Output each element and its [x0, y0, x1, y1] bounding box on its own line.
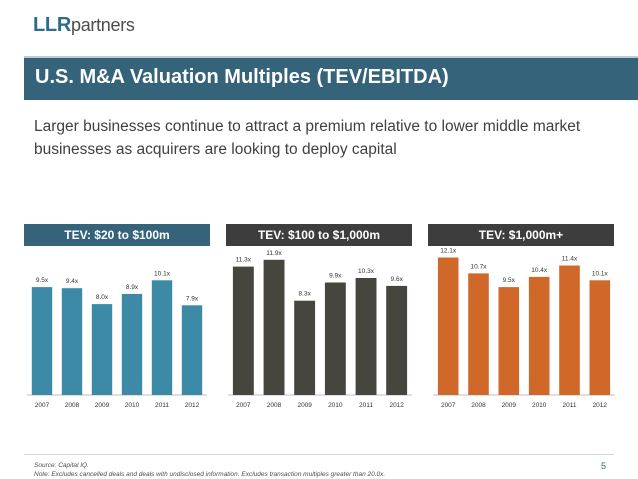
data-label-0-2008: 9.4x: [66, 278, 79, 285]
x-tick-1-2011: 2011: [359, 402, 373, 409]
title-bar: U.S. M&A Valuation Multiples (TEV/EBITDA…: [24, 56, 638, 100]
panel-header-large: TEV: $1,000m+: [428, 224, 614, 246]
x-tick-0-2007: 2007: [35, 402, 50, 409]
bar-0-2009: [91, 304, 113, 395]
data-label-1-2007: 11.3x: [236, 257, 252, 264]
x-tick-1-2008: 2008: [267, 402, 282, 409]
logo-bold-text: LLR: [33, 14, 71, 36]
bar-0-2011: [151, 280, 173, 395]
bar-1-2009: [294, 300, 316, 395]
x-tick-0-2009: 2009: [95, 402, 110, 409]
bar-1-2011: [355, 278, 377, 395]
bar-1-2007: [232, 266, 254, 395]
company-logo: LLRpartners: [33, 14, 135, 37]
x-tick-0-2012: 2012: [185, 402, 200, 409]
data-label-1-2008: 11.9x: [266, 250, 282, 257]
bar-1-2010: [324, 282, 346, 395]
bar-0-2010: [121, 293, 143, 395]
panel-header-small: TEV: $20 to $100m: [24, 224, 210, 246]
x-tick-2-2009: 2009: [502, 402, 517, 409]
bar-1-2008: [263, 259, 285, 395]
data-label-2-2008: 10.7x: [471, 263, 488, 270]
data-label-1-2009: 8.3x: [299, 291, 312, 298]
footer-source: Source: Capital IQ. Note: Excludes cance…: [34, 461, 385, 479]
x-tick-0-2010: 2010: [125, 402, 140, 409]
bar-0-2012: [181, 305, 203, 395]
bar-0-2008: [61, 288, 83, 395]
logo-rest-text: partners: [70, 15, 135, 35]
data-label-2-2011: 11.4x: [562, 256, 578, 263]
data-label-1-2012: 9.6x: [391, 276, 404, 283]
footer-divider: [24, 454, 614, 455]
slide-title: U.S. M&A Valuation Multiples (TEV/EBITDA…: [35, 66, 449, 88]
bar-2-2011: [559, 265, 580, 395]
bar-2-2008: [468, 273, 489, 395]
note-text: Note: Excludes cancelled deals and deals…: [34, 471, 386, 478]
page-number: 5: [601, 461, 607, 471]
data-label-2-2007: 12.1x: [440, 248, 457, 255]
x-tick-1-2012: 2012: [389, 402, 404, 409]
data-label-0-2009: 8.0x: [96, 294, 109, 301]
bar-1-2012: [386, 285, 408, 395]
data-label-1-2010: 9.9x: [329, 273, 342, 280]
data-label-0-2012: 7.9x: [186, 295, 199, 302]
bar-2-2007: [437, 257, 459, 395]
data-label-0-2007: 9.5x: [36, 277, 49, 284]
x-tick-2-2008: 2008: [471, 402, 486, 409]
data-label-0-2011: 10.1x: [154, 270, 171, 277]
x-tick-2-2007: 2007: [441, 402, 456, 409]
bar-2-2010: [528, 276, 550, 395]
bar-2-2009: [498, 287, 520, 395]
x-tick-2-2011: 2011: [563, 402, 577, 409]
source-text: Source: Capital IQ.: [34, 462, 89, 469]
x-tick-2-2012: 2012: [593, 402, 608, 409]
bar-0-2007: [31, 287, 53, 395]
data-label-0-2010: 8.9x: [126, 284, 139, 291]
x-tick-0-2008: 2008: [65, 402, 80, 409]
x-tick-0-2011: 2011: [155, 402, 169, 409]
x-tick-2-2010: 2010: [532, 402, 547, 409]
x-tick-1-2010: 2010: [328, 402, 343, 409]
x-tick-1-2009: 2009: [297, 402, 312, 409]
data-label-2-2009: 9.5x: [503, 277, 516, 284]
x-tick-1-2007: 2007: [236, 402, 251, 409]
bar-2-2012: [589, 280, 611, 395]
data-label-2-2010: 10.4x: [531, 267, 548, 274]
data-label-2-2012: 10.1x: [592, 270, 609, 277]
panel-header-mid: TEV: $100 to $1,000m: [226, 224, 412, 246]
data-label-1-2011: 10.3x: [358, 268, 375, 275]
slide-subtitle: Larger businesses continue to attract a …: [34, 118, 581, 158]
